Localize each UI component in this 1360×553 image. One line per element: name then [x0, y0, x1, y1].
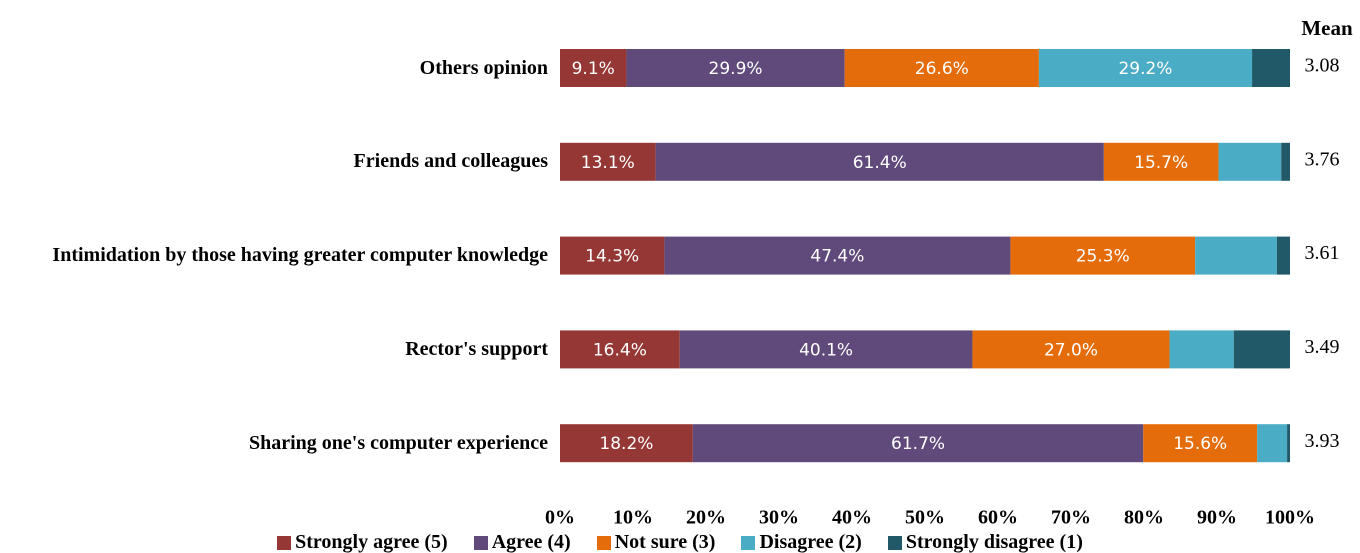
category-text: Rector's support [405, 337, 548, 360]
x-tick-label: 40% [832, 507, 872, 529]
value-label: 29.9% [709, 59, 763, 79]
bar-segment [972, 330, 1170, 369]
bar-segment [560, 49, 627, 87]
x-tick-label: 100% [1265, 507, 1315, 529]
x-tick-label: 30% [759, 507, 799, 529]
legend-swatch [277, 535, 292, 550]
category-label: Friends and colleagues [0, 132, 548, 192]
mean-value: 3.76 [1305, 148, 1340, 170]
legend-item: Not sure (3) [596, 531, 716, 553]
bar-segment [560, 142, 656, 181]
x-tick-label: 50% [905, 507, 945, 529]
legend-swatch [887, 535, 902, 550]
bar-segment [626, 49, 845, 87]
value-label: 14.3% [585, 247, 639, 267]
bar-segment [1276, 236, 1290, 275]
legend-label: Disagree (2) [759, 531, 862, 553]
value-label: 13.1% [581, 153, 635, 173]
value-label: 40.1% [799, 340, 853, 360]
value-label: 18.2% [599, 434, 653, 454]
bar-segment [1257, 424, 1288, 463]
bar-segment [1195, 236, 1277, 275]
bar-segment [844, 49, 1039, 87]
mean-value: 3.49 [1305, 336, 1340, 358]
value-label: 61.7% [891, 434, 945, 454]
value-label: 27.0% [1044, 340, 1098, 360]
legend-label: Agree (4) [491, 531, 571, 553]
mean-value: 3.61 [1305, 242, 1340, 264]
bar-segment [655, 142, 1104, 181]
bar-segment [1103, 142, 1219, 181]
mean-value: 3.08 [1305, 55, 1340, 77]
legend-swatch [596, 535, 611, 550]
value-label: 25.3% [1076, 247, 1130, 267]
value-label: 16.4% [593, 340, 647, 360]
bar-segment [1252, 49, 1290, 87]
bar-segment [560, 424, 693, 463]
bar-segment [679, 330, 973, 369]
mean-value: 3.93 [1305, 430, 1340, 452]
legend-item: Disagree (2) [741, 531, 862, 553]
bar-segment [1038, 49, 1253, 87]
legend-swatch [473, 535, 488, 550]
x-tick-label: 0% [545, 507, 575, 529]
legend-label: Strongly agree (5) [295, 531, 448, 553]
value-label: 15.6% [1173, 434, 1227, 454]
x-tick-label: 90% [1197, 507, 1237, 529]
category-text: Others opinion [419, 56, 548, 79]
category-text: Intimidation by those having greater com… [52, 244, 548, 267]
x-tick-label: 10% [613, 507, 653, 529]
legend-item: Strongly disagree (1) [887, 531, 1083, 553]
legend-item: Agree (4) [473, 531, 571, 553]
bar-segment [1287, 424, 1290, 463]
bar-segment [560, 236, 665, 275]
mean-header: Mean [1301, 16, 1353, 40]
bar-segment [1281, 142, 1290, 181]
bar-segment [692, 424, 1144, 463]
category-label: Intimidation by those having greater com… [0, 226, 548, 286]
category-label: Others opinion [0, 38, 548, 98]
category-text: Friends and colleagues [353, 150, 548, 173]
legend-swatch [741, 535, 756, 550]
x-tick-label: 60% [978, 507, 1018, 529]
value-label: 26.6% [915, 59, 969, 79]
bar-segment [1218, 142, 1282, 181]
value-label: 9.1% [572, 59, 615, 79]
bar-segment [1169, 330, 1234, 369]
legend-item: Strongly agree (5) [277, 531, 448, 553]
x-tick-label: 20% [686, 507, 726, 529]
value-label: 15.7% [1134, 153, 1188, 173]
bar-segment [664, 236, 1011, 275]
value-label: 61.4% [853, 153, 907, 173]
category-label: Sharing one's computer experience [0, 413, 548, 473]
legend-label: Not sure (3) [614, 531, 716, 553]
bar-segment [560, 330, 680, 369]
x-tick-label: 80% [1124, 507, 1164, 529]
legend: Strongly agree (5) Agree (4) Not sure (3) D… [0, 531, 1360, 553]
x-tick-label: 70% [1051, 507, 1091, 529]
value-label: 29.2% [1118, 59, 1172, 79]
bar-segment [1143, 424, 1258, 463]
bar-segment [1010, 236, 1196, 275]
legend-label: Strongly disagree (1) [905, 531, 1083, 553]
category-text: Sharing one's computer experience [248, 431, 548, 454]
category-label: Rector's support [0, 319, 548, 379]
value-label: 47.4% [810, 247, 864, 267]
bar-segment [1233, 330, 1290, 369]
